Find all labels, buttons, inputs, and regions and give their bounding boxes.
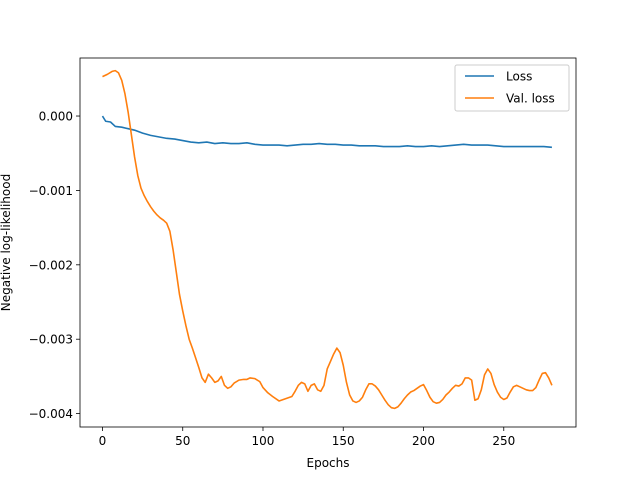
axes-frame	[79, 57, 577, 428]
x-tick-label: 0	[99, 434, 107, 448]
x-tick-label: 50	[175, 434, 190, 448]
x-tick-label: 100	[252, 434, 275, 448]
y-tick-label: −0.004	[29, 407, 73, 421]
series-line-val-loss	[102, 69, 553, 410]
legend-label-loss: Loss	[506, 70, 532, 84]
y-axis-label: Negative log-likelihood	[0, 174, 13, 311]
y-tick-label: 0.000	[39, 110, 73, 124]
x-axis-label: Epochs	[307, 456, 350, 470]
x-tick-label: 250	[492, 434, 515, 448]
plot-area	[79, 57, 577, 428]
y-axis: −0.004 −0.003 −0.002 −0.001 0.000	[29, 110, 80, 421]
legend: Loss Val. loss	[454, 64, 570, 112]
legend-label-val-loss: Val. loss	[506, 92, 555, 106]
x-tick-label: 200	[412, 434, 435, 448]
x-tick-label: 150	[332, 434, 355, 448]
y-tick-label: −0.001	[29, 184, 73, 198]
y-tick-label: −0.002	[29, 258, 73, 272]
series-layer	[101, 69, 553, 410]
series-line-loss	[101, 115, 552, 149]
y-tick-label: −0.003	[29, 333, 73, 347]
x-axis: 0 50 100 150 200 250	[99, 427, 515, 448]
